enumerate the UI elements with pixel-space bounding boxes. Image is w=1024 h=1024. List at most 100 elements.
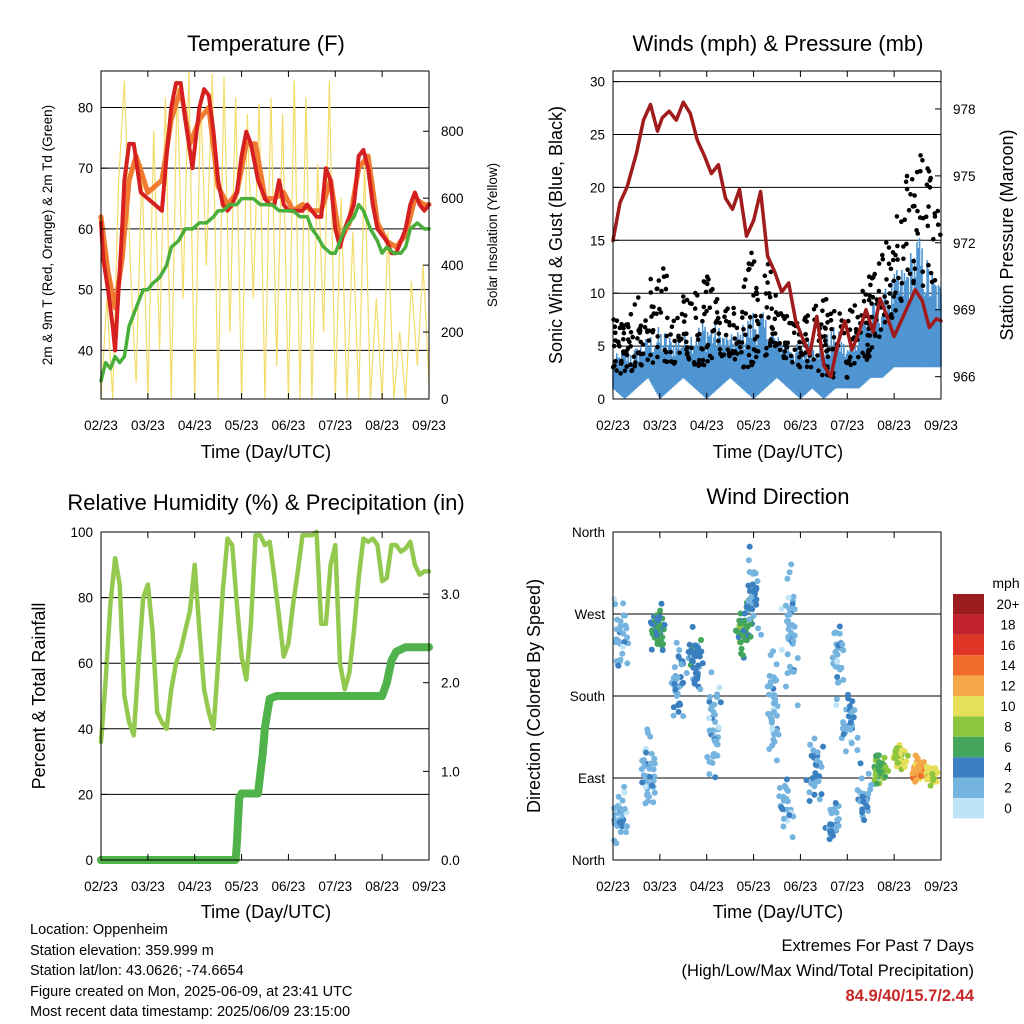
gust-point xyxy=(792,347,798,353)
direction-point xyxy=(745,557,752,564)
x-tick-label: 08/23 xyxy=(365,879,399,894)
x-tick-label: 05/23 xyxy=(737,418,771,433)
direction-point xyxy=(748,605,755,612)
gust-point xyxy=(855,314,860,320)
direction-point xyxy=(694,672,701,679)
direction-point xyxy=(791,606,798,613)
direction-point xyxy=(708,669,715,676)
gust-point xyxy=(811,357,816,362)
legend-label: 14 xyxy=(1000,658,1016,673)
gust-point xyxy=(766,291,772,296)
gust-point xyxy=(805,358,810,364)
gust-point xyxy=(777,341,782,346)
direction-point xyxy=(686,641,693,648)
gust-point xyxy=(861,298,867,304)
direction-point xyxy=(624,634,631,641)
y2-tick-label: 2.0 xyxy=(441,676,460,691)
direction-point xyxy=(876,759,883,766)
gust-point xyxy=(689,301,694,307)
gust-point xyxy=(743,332,748,338)
x-tick-label: 06/23 xyxy=(784,418,818,433)
gust-point xyxy=(679,311,685,317)
gust-point xyxy=(732,356,738,362)
gust-point xyxy=(909,177,915,182)
direction-point xyxy=(844,724,851,731)
gust-point xyxy=(734,325,740,331)
humidity-panel: Relative Humidity (%) & Precipitation (i… xyxy=(29,490,465,922)
direction-point xyxy=(857,760,864,767)
gust-point xyxy=(746,261,752,266)
direction-point xyxy=(656,622,663,629)
gust-point xyxy=(650,360,656,365)
gust-point xyxy=(693,290,698,296)
gust-point xyxy=(758,313,764,319)
direction-point xyxy=(780,797,787,804)
gust-point xyxy=(899,280,905,286)
gust-point xyxy=(679,336,684,342)
direction-point xyxy=(770,736,777,743)
gust-point xyxy=(899,298,904,304)
gust-point xyxy=(850,309,855,314)
gust-point xyxy=(655,354,660,360)
gust-point xyxy=(722,314,727,320)
direction-point xyxy=(706,698,713,705)
direction-point xyxy=(831,630,838,637)
y-tick-label: 20 xyxy=(590,180,605,195)
direction-point xyxy=(786,569,793,576)
gust-point xyxy=(745,364,751,370)
gust-point xyxy=(862,353,868,359)
gust-point xyxy=(681,294,686,299)
y2-tick-label: 972 xyxy=(953,236,976,251)
gust-point xyxy=(630,334,635,340)
gust-point xyxy=(920,283,926,289)
gust-point xyxy=(822,325,828,331)
direction-point xyxy=(840,731,847,738)
direction-point xyxy=(865,770,872,777)
gust-point xyxy=(628,312,634,317)
gust-point xyxy=(654,311,659,317)
legend-label: 12 xyxy=(1000,679,1015,694)
direction-point xyxy=(773,661,780,668)
direction-point xyxy=(836,630,843,637)
gust-point xyxy=(741,327,746,332)
gust-point xyxy=(891,294,896,299)
gust-point xyxy=(865,342,870,348)
gust-point xyxy=(627,339,632,345)
x-tick-label: 07/23 xyxy=(830,879,864,894)
direction-point xyxy=(675,708,682,715)
gust-point xyxy=(890,250,896,255)
gust-point xyxy=(730,350,736,356)
legend-swatch xyxy=(953,634,984,656)
gust-point xyxy=(709,355,715,361)
direction-point xyxy=(917,773,924,779)
direction-point xyxy=(769,725,776,732)
temperature-plot-frame xyxy=(100,70,430,400)
gust-point xyxy=(887,283,893,288)
gust-point xyxy=(655,344,660,350)
direction-point xyxy=(753,601,760,608)
direction-point xyxy=(782,602,789,609)
gust-point xyxy=(815,353,820,358)
direction-point xyxy=(875,766,882,773)
gust-point xyxy=(924,182,930,187)
x-tick-label: 06/23 xyxy=(272,879,306,894)
gust-point xyxy=(676,333,681,339)
x-tick-label: 09/23 xyxy=(412,879,446,894)
direction-point xyxy=(743,624,750,630)
gust-point xyxy=(864,320,869,326)
y-tick-label: 20 xyxy=(78,787,93,802)
dewpoint-line xyxy=(99,196,431,383)
direction-point xyxy=(706,727,713,734)
direction-point xyxy=(709,760,716,766)
direction-point xyxy=(816,773,823,780)
direction-point xyxy=(755,625,762,632)
direction-point xyxy=(657,607,664,614)
gust-point xyxy=(648,276,653,282)
gust-point xyxy=(717,346,723,352)
gust-point xyxy=(710,286,715,292)
direction-point xyxy=(913,777,919,783)
x-tick-label: 09/23 xyxy=(924,418,958,433)
direction-point xyxy=(691,680,698,687)
gust-point xyxy=(819,322,824,327)
direction-point xyxy=(769,742,776,749)
